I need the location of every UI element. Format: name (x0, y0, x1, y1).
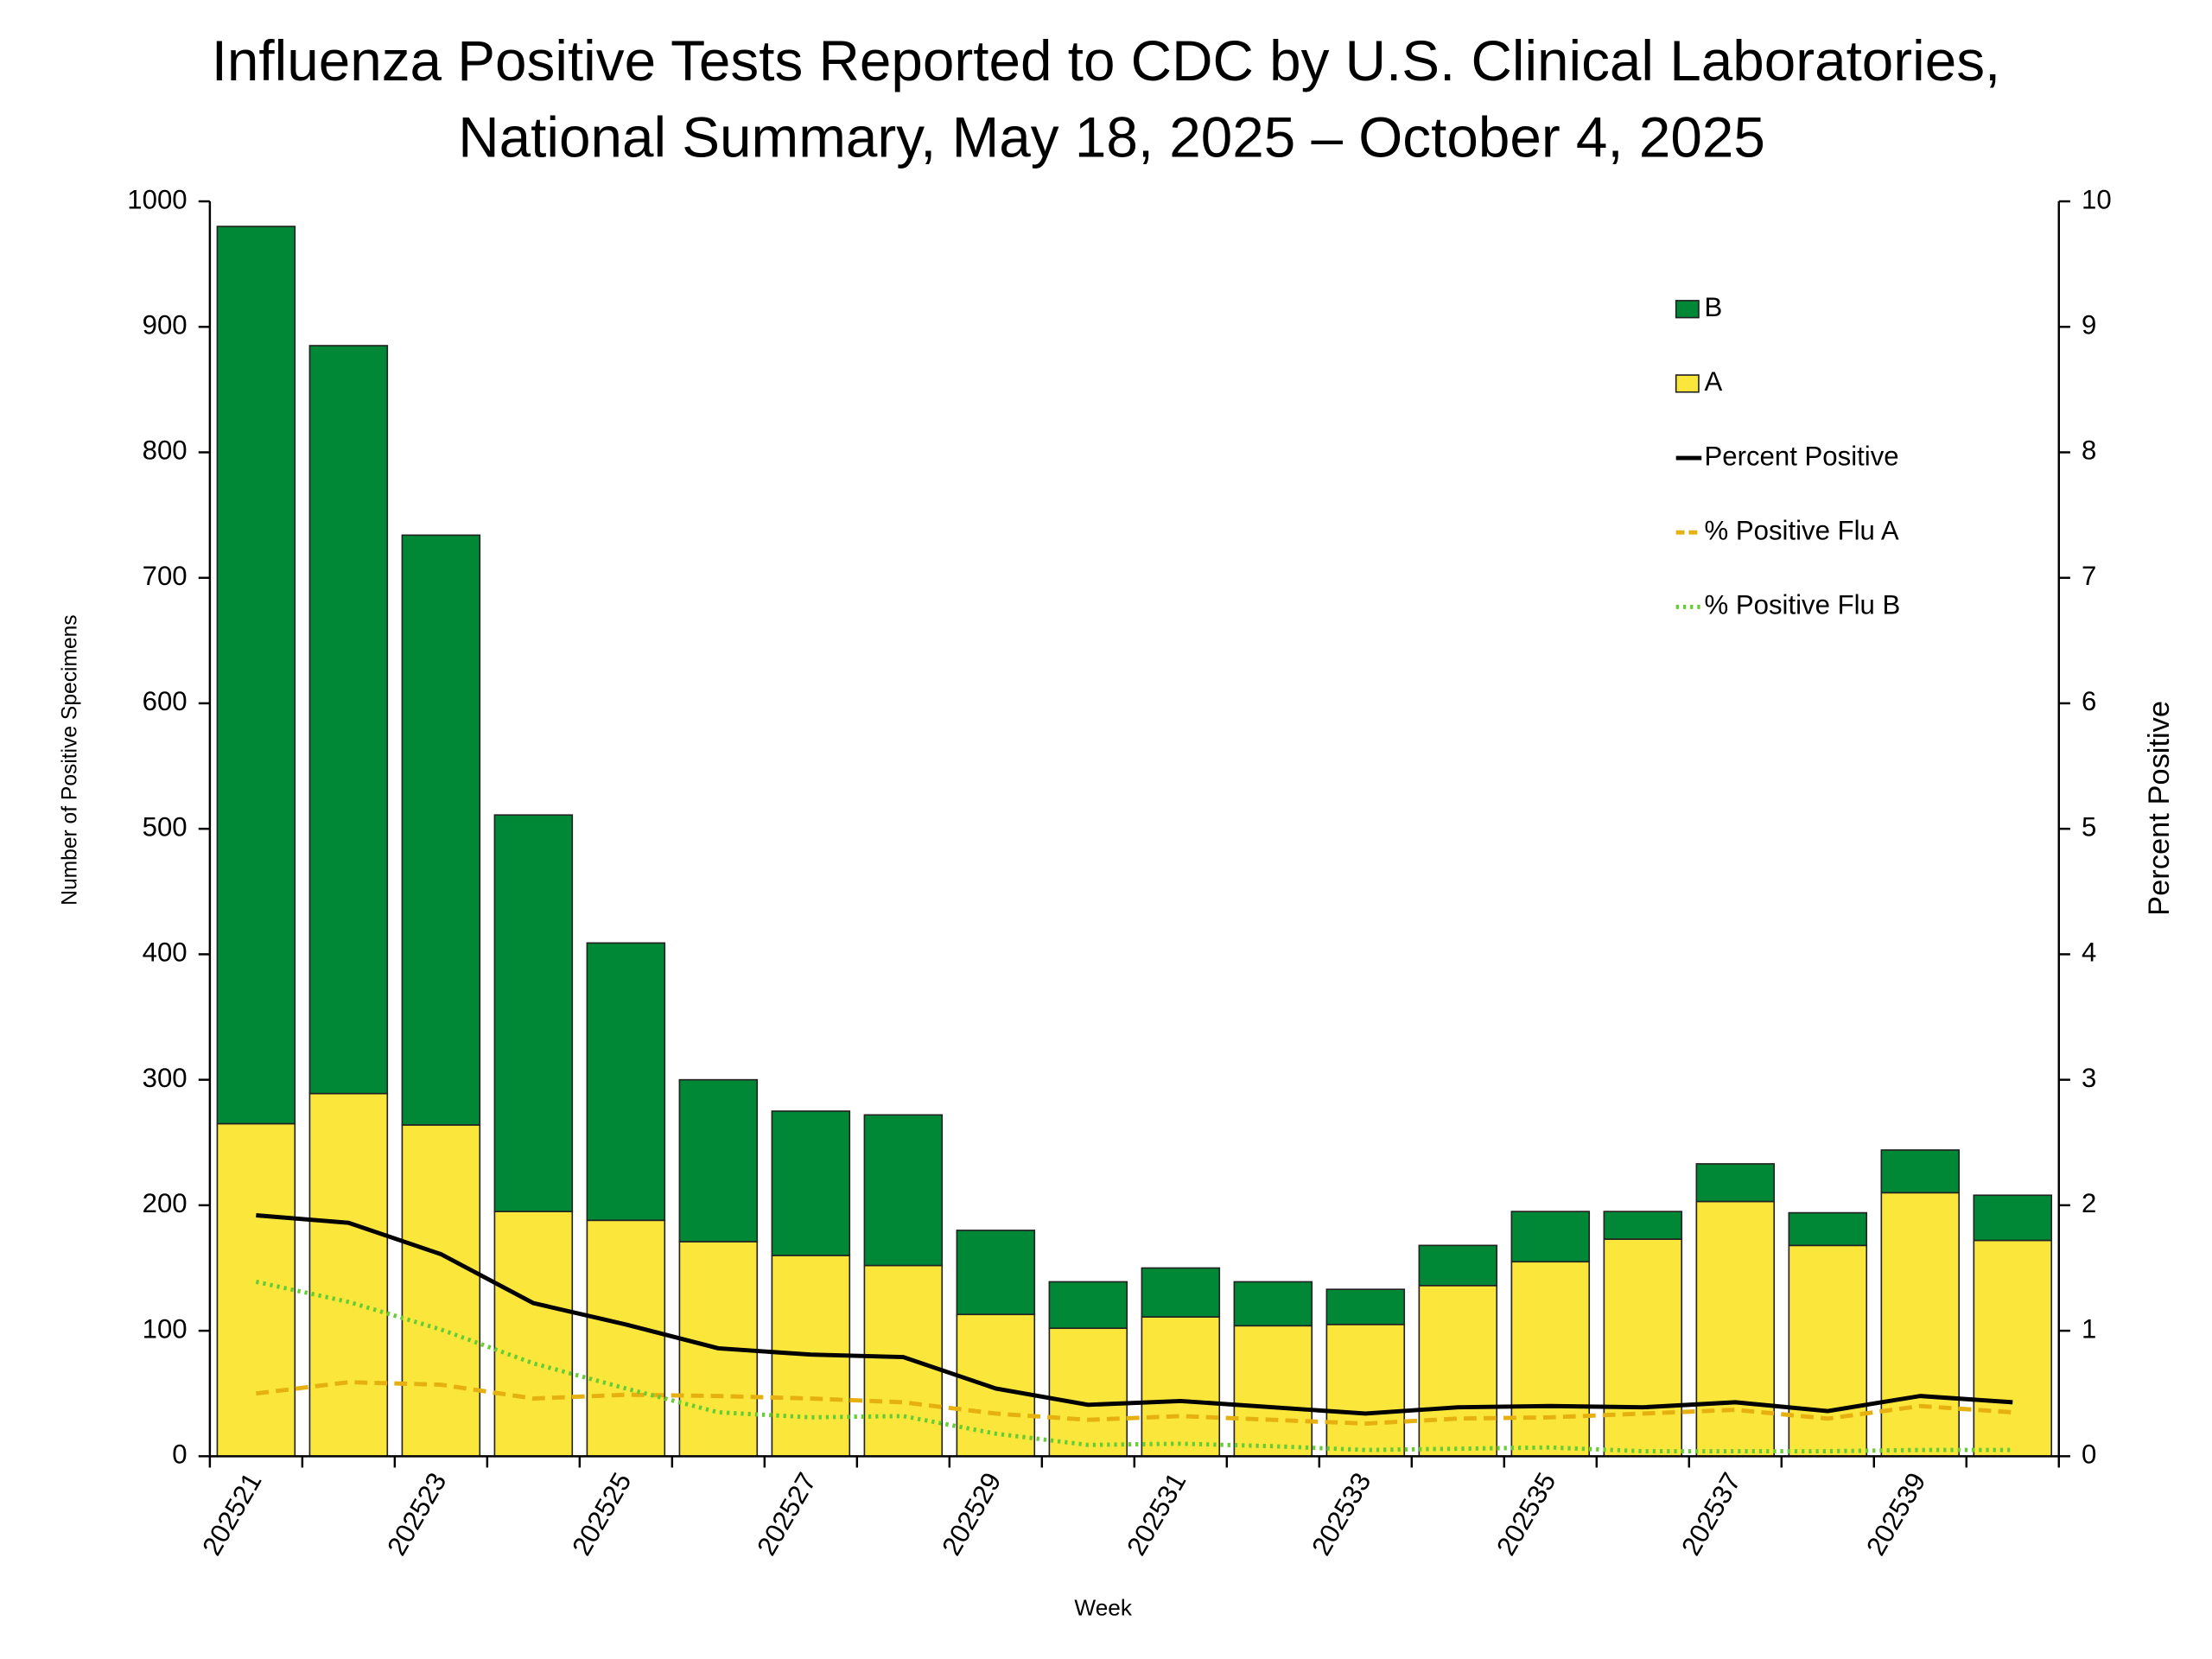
bar (401, 534, 481, 1126)
y2-tick-label: 10 (2082, 184, 2112, 214)
y2-tick-label: 0 (2082, 1440, 2096, 1470)
bar (1695, 1200, 1776, 1458)
bar (1141, 1316, 1221, 1458)
y2-tick-label: 5 (2082, 811, 2096, 842)
legend-label: % Positive Flu A (1705, 515, 1899, 545)
bar (1418, 1244, 1498, 1287)
y-tick-label: 100 (143, 1313, 188, 1344)
y2-tick-label: 3 (2082, 1063, 2096, 1093)
x-tick-label: 202529 (936, 1467, 1007, 1560)
bar (1325, 1288, 1406, 1325)
x-tick-label: 202539 (1860, 1467, 1931, 1560)
bar (493, 1211, 574, 1458)
legend-label: Percent Positive (1705, 441, 1899, 471)
y2-tick-label: 4 (2082, 938, 2096, 968)
y-tick-label: 700 (143, 561, 188, 591)
bar (1233, 1325, 1313, 1458)
bar (863, 1114, 944, 1267)
bar (1880, 1192, 1961, 1458)
bar (586, 942, 666, 1222)
y2-tick-label: 7 (2082, 561, 2096, 591)
bar (1141, 1267, 1221, 1318)
y2-axis-title: Percent Positive (2143, 701, 2176, 916)
y-tick-label: 900 (143, 309, 188, 340)
legend-label: % Positive Flu B (1705, 590, 1901, 620)
x-tick-label: 202535 (1491, 1467, 1561, 1560)
line-series (256, 1380, 2013, 1427)
x-tick-label: 202527 (751, 1467, 822, 1560)
y2-tick-label: 2 (2082, 1188, 2096, 1218)
bar (401, 1124, 481, 1458)
bar (216, 1122, 296, 1458)
y-tick-label: 200 (143, 1188, 188, 1218)
y2-tick-label: 9 (2082, 309, 2096, 340)
y2-tick-label: 8 (2082, 435, 2096, 466)
y-tick-label: 400 (143, 938, 188, 968)
bar (1880, 1149, 1961, 1194)
bar (1603, 1211, 1683, 1240)
x-tick-label: 202533 (1306, 1467, 1376, 1560)
x-tick-label: 202525 (566, 1467, 637, 1560)
legend-swatch (1675, 374, 1700, 393)
bar (493, 814, 574, 1212)
bar (956, 1230, 1036, 1316)
line-series (256, 1213, 2013, 1416)
bar (1603, 1238, 1683, 1458)
legend-label: A (1705, 366, 1723, 397)
x-tick-label: 202537 (1675, 1467, 1746, 1560)
legend-label: B (1705, 292, 1723, 322)
y-tick-label: 800 (143, 435, 188, 466)
y-tick-label: 300 (143, 1063, 188, 1093)
bar (1973, 1194, 2053, 1242)
bar (586, 1219, 666, 1458)
y-tick-label: 600 (143, 686, 188, 716)
bar (771, 1110, 851, 1256)
x-tick-label: 202523 (381, 1467, 452, 1560)
bar (1695, 1163, 1776, 1203)
bar (1418, 1284, 1498, 1458)
y-tick-label: 0 (172, 1440, 187, 1470)
y-tick-label: 500 (143, 811, 188, 842)
bar (1510, 1211, 1591, 1263)
bar (1233, 1281, 1313, 1327)
bar (1973, 1239, 2053, 1458)
bar (1325, 1324, 1406, 1458)
bar (1048, 1327, 1128, 1458)
bar (308, 345, 389, 1095)
chart-title: National Summary, May 18, 2025 – October… (458, 105, 1765, 168)
bar (863, 1264, 944, 1458)
bar (1048, 1281, 1128, 1330)
bar (308, 1092, 389, 1458)
bar (1788, 1244, 1868, 1458)
x-tick-label: 202531 (1121, 1467, 1192, 1560)
bar (216, 226, 296, 1125)
line-series (255, 1280, 2013, 1453)
y2-tick-label: 6 (2082, 686, 2096, 716)
bar (1788, 1211, 1868, 1247)
legend-swatch (1675, 300, 1700, 319)
bar (1510, 1261, 1591, 1458)
y-axis-title: Number of Positive Specimens (59, 614, 82, 905)
x-axis-title: Week (1074, 1595, 1132, 1621)
y-tick-label: 1000 (127, 184, 187, 214)
x-tick-label: 202521 (196, 1467, 267, 1560)
bar (678, 1078, 759, 1243)
chart-title: Influenza Positive Tests Reported to CDC… (212, 29, 2001, 92)
y2-tick-label: 1 (2082, 1313, 2096, 1344)
